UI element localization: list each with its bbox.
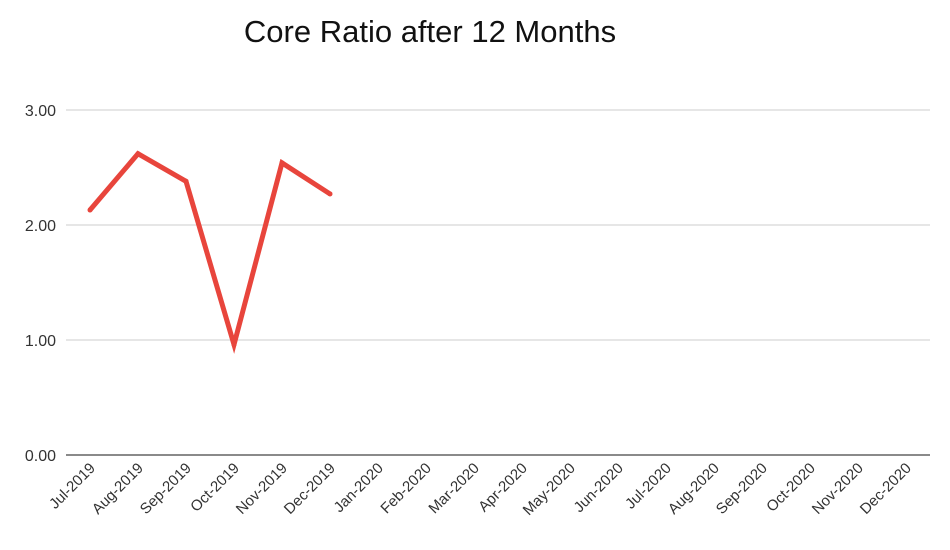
data-point	[87, 207, 93, 213]
x-tick-label: Sep-2020	[713, 460, 771, 518]
y-tick-label: 2.00	[25, 218, 56, 235]
data-point	[183, 178, 189, 184]
y-tick-label: 0.00	[25, 448, 56, 465]
y-tick-label: 1.00	[25, 333, 56, 350]
x-tick-label: Mar-2020	[425, 460, 482, 517]
x-tick-label: Nov-2020	[809, 460, 867, 518]
data-point	[279, 160, 285, 166]
data-point	[327, 191, 333, 197]
x-tick-label: Aug-2020	[665, 460, 723, 518]
x-tick-label: Nov-2019	[233, 460, 291, 518]
series-layer	[87, 150, 333, 354]
y-axis-ticks: 0.00 1.00 2.00 3.00	[25, 103, 56, 465]
x-tick-label: Dec-2020	[857, 460, 915, 518]
x-tick-label: Sep-2019	[137, 460, 195, 518]
x-tick-label: Feb-2020	[377, 460, 434, 517]
data-point	[231, 342, 237, 348]
x-tick-label: Jun-2020	[571, 460, 627, 516]
x-tick-label: Dec-2019	[281, 460, 339, 518]
x-tick-label: May-2020	[520, 460, 579, 519]
y-tick-label: 3.00	[25, 103, 56, 120]
x-tick-label: Aug-2019	[89, 460, 147, 518]
chart-title: Core Ratio after 12 Months	[243, 14, 617, 49]
gridlines	[66, 109, 930, 456]
x-axis-ticks: Jul-2019Aug-2019Sep-2019Oct-2019Nov-2019…	[46, 460, 915, 519]
data-point	[135, 151, 141, 157]
series-line	[88, 150, 332, 354]
x-tick-label: Jan-2020	[331, 460, 387, 516]
